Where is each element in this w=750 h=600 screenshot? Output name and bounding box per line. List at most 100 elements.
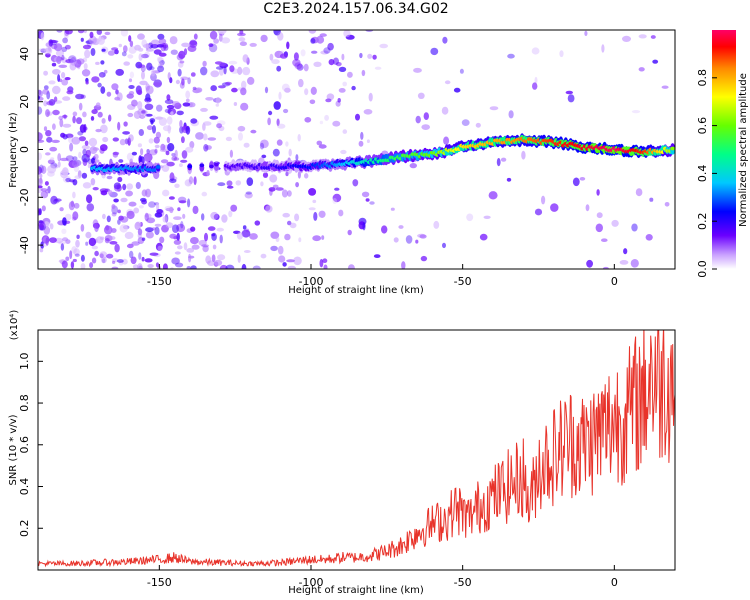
noise-blob xyxy=(195,87,203,93)
noise-blob xyxy=(622,35,631,43)
noise-blob xyxy=(312,199,317,204)
noise-blob xyxy=(177,207,181,212)
noise-blob xyxy=(217,182,226,187)
noise-blob xyxy=(278,91,282,100)
noise-blob xyxy=(240,87,247,96)
noise-blob xyxy=(183,48,188,56)
noise-blob xyxy=(283,108,289,114)
noise-blob xyxy=(310,86,317,95)
noise-blob xyxy=(265,205,273,213)
noise-blob xyxy=(359,52,363,59)
noise-blob xyxy=(154,144,160,149)
noise-blob xyxy=(135,61,143,69)
noise-blob xyxy=(122,183,127,191)
noise-blob xyxy=(61,72,66,79)
noise-blob xyxy=(298,78,304,88)
noise-blob xyxy=(379,43,389,49)
noise-blob xyxy=(338,66,347,72)
noise-blob xyxy=(200,66,208,76)
noise-blob xyxy=(135,181,141,190)
noise-blob xyxy=(237,66,243,75)
ridge-cell xyxy=(209,164,214,169)
noise-blob xyxy=(84,49,91,59)
noise-blob xyxy=(80,263,86,269)
noise-blob xyxy=(275,236,280,243)
noise-blob xyxy=(213,38,220,44)
noise-blob xyxy=(340,149,347,155)
noise-blob xyxy=(90,48,96,56)
noise-blob xyxy=(82,111,87,118)
spectrogram-noise xyxy=(38,30,670,269)
noise-blob xyxy=(129,71,135,79)
noise-blob xyxy=(72,258,77,263)
noise-blob xyxy=(107,190,113,195)
noise-blob xyxy=(421,124,431,130)
noise-blob xyxy=(128,134,134,142)
noise-blob xyxy=(276,118,280,127)
colorbar-tick-label: 0.0 xyxy=(696,260,709,278)
noise-blob xyxy=(209,30,218,40)
noise-blob xyxy=(366,139,370,143)
noise-blob xyxy=(39,173,43,179)
noise-blob xyxy=(166,94,171,101)
noise-blob xyxy=(97,36,105,45)
noise-blob xyxy=(109,228,117,233)
noise-blob xyxy=(300,49,306,57)
noise-blob xyxy=(96,30,102,35)
y-tick-label: 20 xyxy=(18,95,31,109)
noise-blob xyxy=(94,159,100,163)
noise-blob xyxy=(327,42,334,51)
noise-blob xyxy=(51,139,60,143)
noise-blob xyxy=(341,53,345,61)
noise-blob xyxy=(131,151,137,156)
noise-blob xyxy=(100,144,108,152)
noise-blob xyxy=(43,100,48,107)
noise-blob xyxy=(76,117,82,125)
noise-blob xyxy=(362,222,366,231)
noise-blob xyxy=(126,210,135,220)
noise-blob xyxy=(325,98,332,103)
noise-blob xyxy=(81,172,88,179)
noise-blob xyxy=(45,130,52,137)
noise-blob xyxy=(208,43,218,53)
noise-blob xyxy=(48,80,56,85)
noise-blob xyxy=(117,209,121,214)
noise-blob xyxy=(85,241,89,246)
noise-blob xyxy=(68,201,75,211)
noise-blob xyxy=(264,86,269,94)
snr-x-label: Height of straight line (km) xyxy=(288,585,424,596)
noise-blob xyxy=(169,206,174,214)
noise-blob xyxy=(86,203,95,212)
noise-blob xyxy=(309,99,316,105)
noise-blob xyxy=(65,239,71,245)
noise-blob xyxy=(59,207,64,212)
noise-blob xyxy=(187,182,192,186)
noise-blob xyxy=(188,176,194,185)
noise-blob xyxy=(243,250,251,253)
noise-blob xyxy=(122,131,130,135)
noise-blob xyxy=(128,201,137,207)
noise-blob xyxy=(611,219,619,227)
noise-blob xyxy=(631,223,638,232)
noise-blob xyxy=(355,113,360,121)
noise-blob xyxy=(282,212,291,218)
colorbar-label: Normalized spectral amplitude xyxy=(738,73,749,227)
noise-blob xyxy=(249,42,257,47)
noise-blob xyxy=(661,85,669,89)
noise-blob xyxy=(202,60,207,67)
noise-blob xyxy=(318,144,327,149)
noise-blob xyxy=(584,30,588,36)
noise-blob xyxy=(80,94,86,99)
noise-blob xyxy=(178,200,187,204)
noise-blob xyxy=(216,227,224,232)
noise-blob xyxy=(41,165,47,174)
noise-blob xyxy=(233,230,241,234)
noise-blob xyxy=(157,65,165,73)
noise-blob xyxy=(69,250,73,259)
noise-blob xyxy=(163,44,169,51)
noise-blob xyxy=(650,35,656,39)
noise-blob xyxy=(137,101,143,110)
noise-blob xyxy=(111,212,117,217)
noise-blob xyxy=(415,239,419,244)
noise-blob xyxy=(104,238,110,244)
